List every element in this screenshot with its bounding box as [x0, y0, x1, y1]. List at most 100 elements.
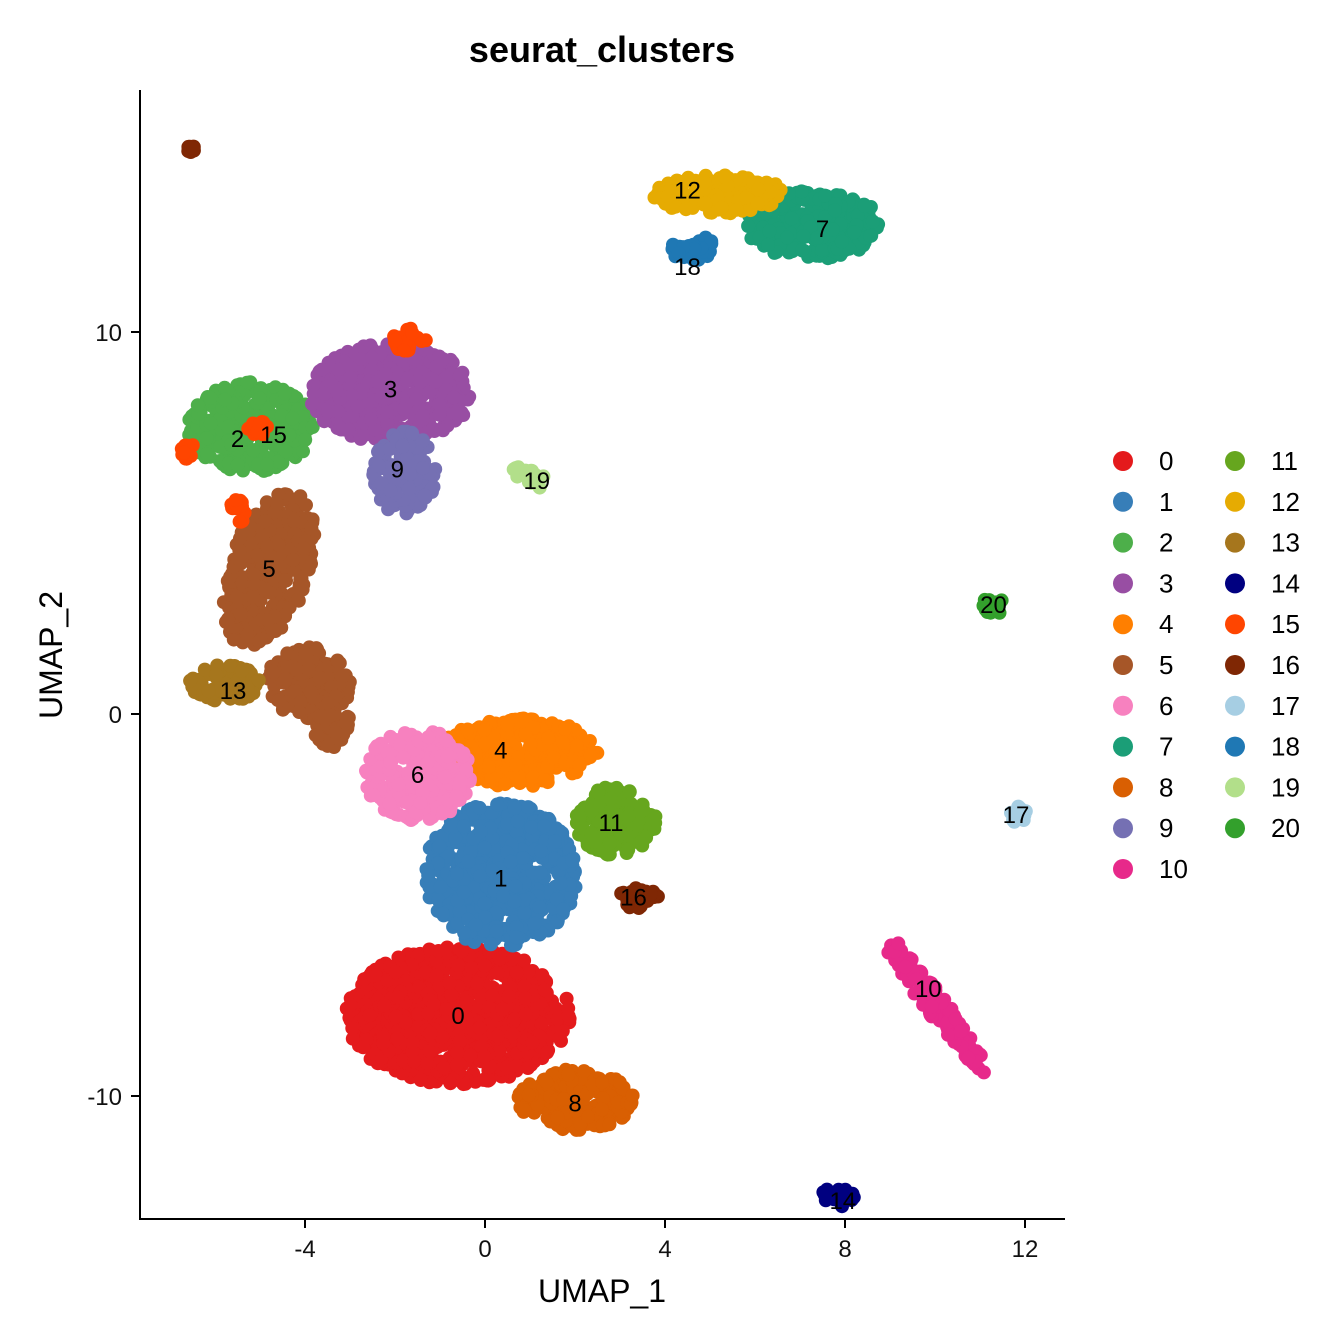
- series-6-points: [359, 725, 477, 827]
- point: [460, 722, 475, 737]
- cluster-label-5: 5: [262, 556, 275, 583]
- series-0-points: [339, 940, 577, 1092]
- point: [252, 634, 267, 649]
- point: [468, 918, 483, 932]
- legend-swatch: [1225, 491, 1245, 512]
- point: [941, 1027, 955, 1042]
- point: [532, 900, 547, 915]
- point: [251, 673, 266, 688]
- point: [431, 944, 446, 958]
- point: [780, 230, 795, 245]
- legend-label: 12: [1271, 487, 1300, 517]
- legend-item-11: 11: [1225, 446, 1298, 476]
- point: [335, 669, 350, 684]
- point: [260, 539, 275, 554]
- point: [429, 968, 444, 983]
- legend-label: 18: [1271, 732, 1300, 762]
- cluster-label-10: 10: [915, 976, 942, 1003]
- point: [221, 612, 236, 626]
- point: [201, 684, 216, 699]
- point: [317, 386, 332, 401]
- point: [421, 730, 436, 745]
- cluster-label-17: 17: [1003, 802, 1030, 829]
- legend-swatch: [1113, 859, 1133, 879]
- point: [714, 200, 729, 215]
- point: [422, 1044, 437, 1059]
- point: [405, 426, 420, 441]
- y-tick-label: 0: [109, 702, 122, 729]
- point: [230, 457, 245, 472]
- point: [403, 466, 417, 481]
- cluster-label-1: 1: [494, 865, 507, 892]
- legend-item-7: 7: [1113, 732, 1173, 762]
- x-tick-label: 12: [1012, 1236, 1039, 1263]
- point: [517, 1103, 532, 1118]
- point: [515, 851, 530, 865]
- legend-item-5: 5: [1113, 650, 1173, 680]
- point: [473, 824, 488, 839]
- legend-label: 15: [1271, 609, 1300, 639]
- cluster-label-6: 6: [411, 762, 424, 789]
- point: [603, 791, 618, 806]
- point: [827, 203, 842, 218]
- point: [413, 796, 428, 810]
- point: [762, 224, 777, 239]
- legend-label: 2: [1159, 528, 1173, 558]
- x-tick-label: 4: [658, 1236, 671, 1263]
- point: [847, 225, 862, 240]
- legend-label: 19: [1271, 772, 1300, 802]
- legend-label: 6: [1159, 691, 1173, 721]
- point: [396, 750, 411, 765]
- point: [435, 906, 450, 921]
- point: [298, 432, 313, 447]
- series-1-points: [419, 796, 583, 953]
- legend-label: 20: [1271, 813, 1300, 843]
- point: [451, 958, 466, 973]
- point: [898, 959, 913, 974]
- point: [229, 590, 244, 604]
- point: [213, 439, 228, 454]
- point: [431, 856, 445, 871]
- point: [176, 445, 191, 460]
- point: [453, 1016, 468, 1031]
- point: [405, 1035, 420, 1050]
- point: [405, 326, 420, 341]
- point: [550, 1012, 565, 1027]
- point: [561, 1001, 576, 1016]
- point: [456, 819, 471, 834]
- point: [431, 893, 446, 908]
- point: [450, 1045, 465, 1060]
- point: [271, 537, 286, 552]
- point: [246, 443, 261, 458]
- point: [366, 788, 381, 803]
- point: [506, 462, 521, 477]
- point: [509, 965, 524, 980]
- point: [477, 840, 492, 855]
- point: [331, 404, 345, 419]
- point: [961, 1050, 976, 1065]
- point: [509, 920, 524, 934]
- cluster-label-16: 16: [620, 884, 647, 911]
- point: [341, 422, 356, 437]
- point: [444, 987, 459, 1002]
- point: [621, 842, 636, 857]
- point: [240, 375, 254, 390]
- point: [365, 350, 380, 365]
- legend-label: 10: [1159, 854, 1188, 884]
- point: [456, 746, 471, 761]
- legend-swatch: [1225, 818, 1245, 839]
- point: [388, 1009, 403, 1024]
- x-tick-label: -4: [294, 1236, 315, 1263]
- point: [439, 1002, 454, 1017]
- point: [232, 514, 247, 529]
- legend-label: 14: [1271, 568, 1300, 598]
- point: [443, 1076, 458, 1091]
- point: [751, 182, 766, 197]
- point: [200, 447, 215, 461]
- point: [377, 998, 392, 1013]
- point: [572, 758, 587, 773]
- point: [383, 483, 398, 498]
- point: [891, 936, 906, 951]
- point: [526, 770, 541, 785]
- point: [561, 1067, 576, 1082]
